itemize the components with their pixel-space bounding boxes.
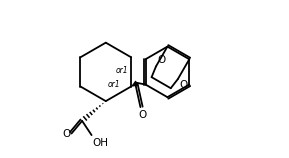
Text: OH: OH <box>92 138 108 148</box>
Text: O: O <box>62 129 70 139</box>
Text: or1: or1 <box>115 66 128 75</box>
Text: or1: or1 <box>108 80 120 89</box>
Text: O: O <box>158 55 166 65</box>
Text: O: O <box>139 110 147 120</box>
Text: O: O <box>179 80 188 90</box>
